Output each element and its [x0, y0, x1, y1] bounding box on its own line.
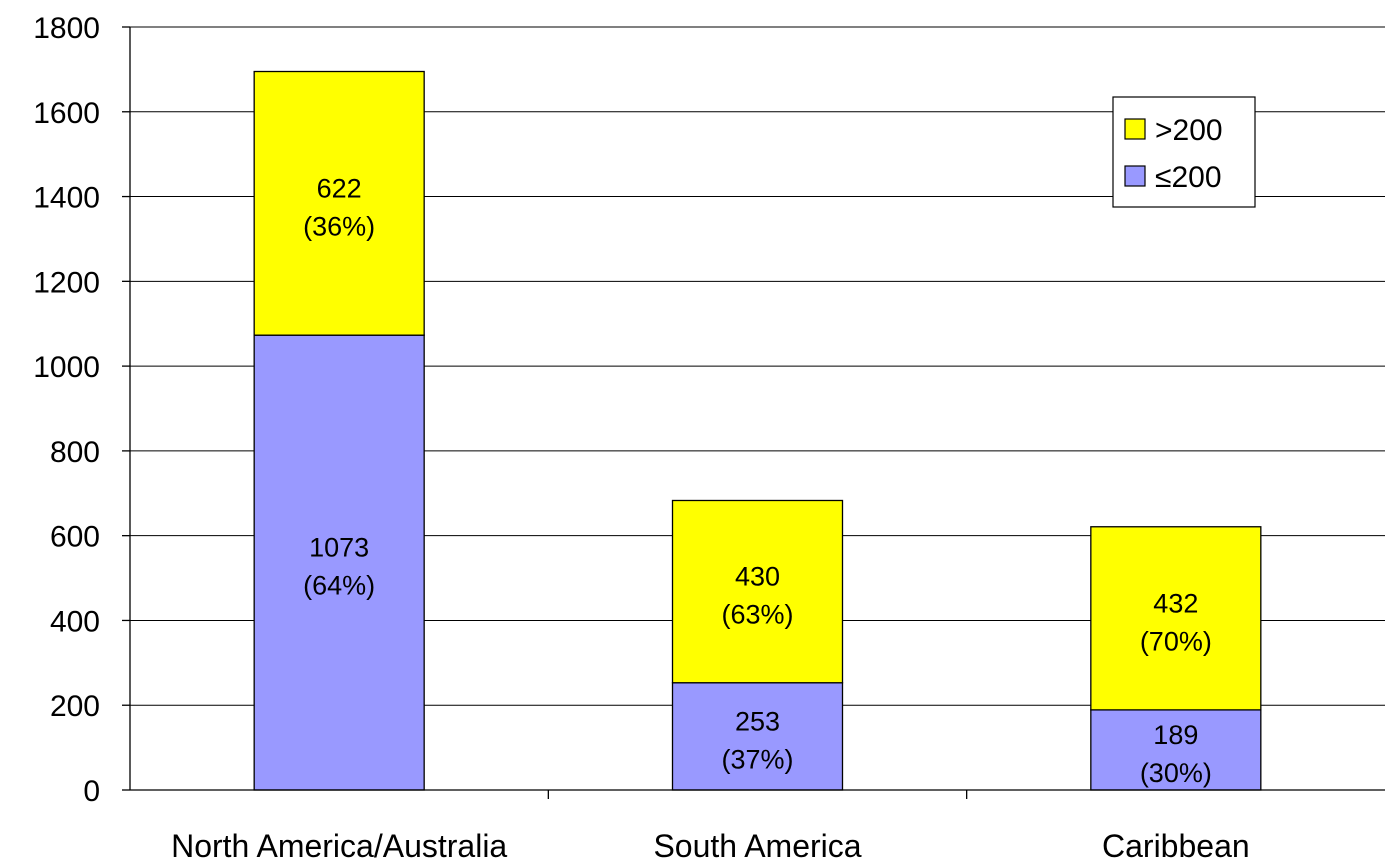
legend: >200 ≤200: [1112, 96, 1256, 208]
data-label-value: 253: [735, 706, 780, 736]
data-label-value: 432: [1153, 588, 1198, 618]
data-label-value: 1073: [309, 533, 369, 563]
data-label-percent: (63%): [721, 600, 793, 630]
bar-segment: [253, 334, 425, 791]
y-tick-label: 1400: [33, 182, 100, 215]
data-label-percent: (30%): [1140, 758, 1212, 788]
y-tick-label: 1200: [33, 266, 100, 299]
data-label-value: 189: [1153, 720, 1198, 750]
y-tick-label: 200: [50, 690, 100, 723]
legend-swatch: [1124, 118, 1146, 140]
legend-box: [1112, 96, 1256, 208]
data-label-percent: (70%): [1140, 626, 1212, 656]
bar-segment: [253, 70, 425, 336]
legend-swatch: [1124, 165, 1146, 187]
y-tick-label: 1600: [33, 97, 100, 130]
y-tick-label: 800: [50, 436, 100, 469]
bar-segment: [1090, 526, 1262, 711]
labels-layer: 1073 (64%) 622 (36%) 253 (37%) 430 (63%) 189 (30%…: [303, 173, 1212, 788]
bars-layer: [253, 70, 1262, 791]
x-category-label: North America/Australia: [171, 828, 507, 863]
data-label-percent: (36%): [303, 211, 375, 241]
y-tick-label: 400: [50, 605, 100, 638]
data-label-percent: (64%): [303, 571, 375, 601]
axis-layer: 0 200 400 600 800 1000 1200 1400 1600 1800 North A…: [33, 12, 1385, 863]
legend-label: >200: [1155, 114, 1223, 147]
y-tick-label: 1800: [33, 12, 100, 45]
x-category-label: Caribbean: [1102, 828, 1250, 863]
y-tick-label: 600: [50, 521, 100, 554]
data-label-value: 622: [317, 173, 362, 203]
x-category-label: South America: [653, 828, 861, 863]
data-label-percent: (37%): [721, 744, 793, 774]
legend-label: ≤200: [1155, 161, 1222, 194]
y-tick-label: 0: [83, 775, 100, 808]
bar-segment: [671, 499, 844, 684]
y-tick-label: 1000: [33, 351, 100, 384]
data-label-value: 430: [735, 562, 780, 592]
